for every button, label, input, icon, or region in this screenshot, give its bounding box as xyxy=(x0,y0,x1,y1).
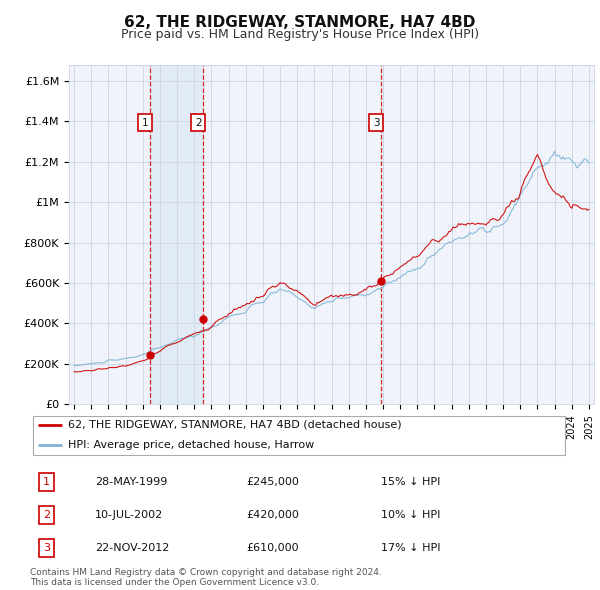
Text: 10-JUL-2002: 10-JUL-2002 xyxy=(95,510,163,520)
Text: £610,000: £610,000 xyxy=(246,543,299,553)
Text: 1: 1 xyxy=(142,117,148,127)
FancyBboxPatch shape xyxy=(33,416,565,455)
Text: £420,000: £420,000 xyxy=(246,510,299,520)
Text: 28-MAY-1999: 28-MAY-1999 xyxy=(95,477,167,487)
Text: Price paid vs. HM Land Registry's House Price Index (HPI): Price paid vs. HM Land Registry's House … xyxy=(121,28,479,41)
Text: 3: 3 xyxy=(373,117,379,127)
Text: 1: 1 xyxy=(43,477,50,487)
Text: £245,000: £245,000 xyxy=(246,477,299,487)
Text: 62, THE RIDGEWAY, STANMORE, HA7 4BD (detached house): 62, THE RIDGEWAY, STANMORE, HA7 4BD (det… xyxy=(68,420,401,430)
Text: 62, THE RIDGEWAY, STANMORE, HA7 4BD: 62, THE RIDGEWAY, STANMORE, HA7 4BD xyxy=(124,15,476,30)
Text: 3: 3 xyxy=(43,543,50,553)
Text: 17% ↓ HPI: 17% ↓ HPI xyxy=(381,543,440,553)
Text: 10% ↓ HPI: 10% ↓ HPI xyxy=(381,510,440,520)
Text: 15% ↓ HPI: 15% ↓ HPI xyxy=(381,477,440,487)
Text: Contains HM Land Registry data © Crown copyright and database right 2024.
This d: Contains HM Land Registry data © Crown c… xyxy=(30,568,382,587)
Text: HPI: Average price, detached house, Harrow: HPI: Average price, detached house, Harr… xyxy=(68,440,314,450)
Bar xyxy=(150,65,203,404)
Text: 22-NOV-2012: 22-NOV-2012 xyxy=(95,543,169,553)
Text: 2: 2 xyxy=(195,117,202,127)
Text: 2: 2 xyxy=(43,510,50,520)
